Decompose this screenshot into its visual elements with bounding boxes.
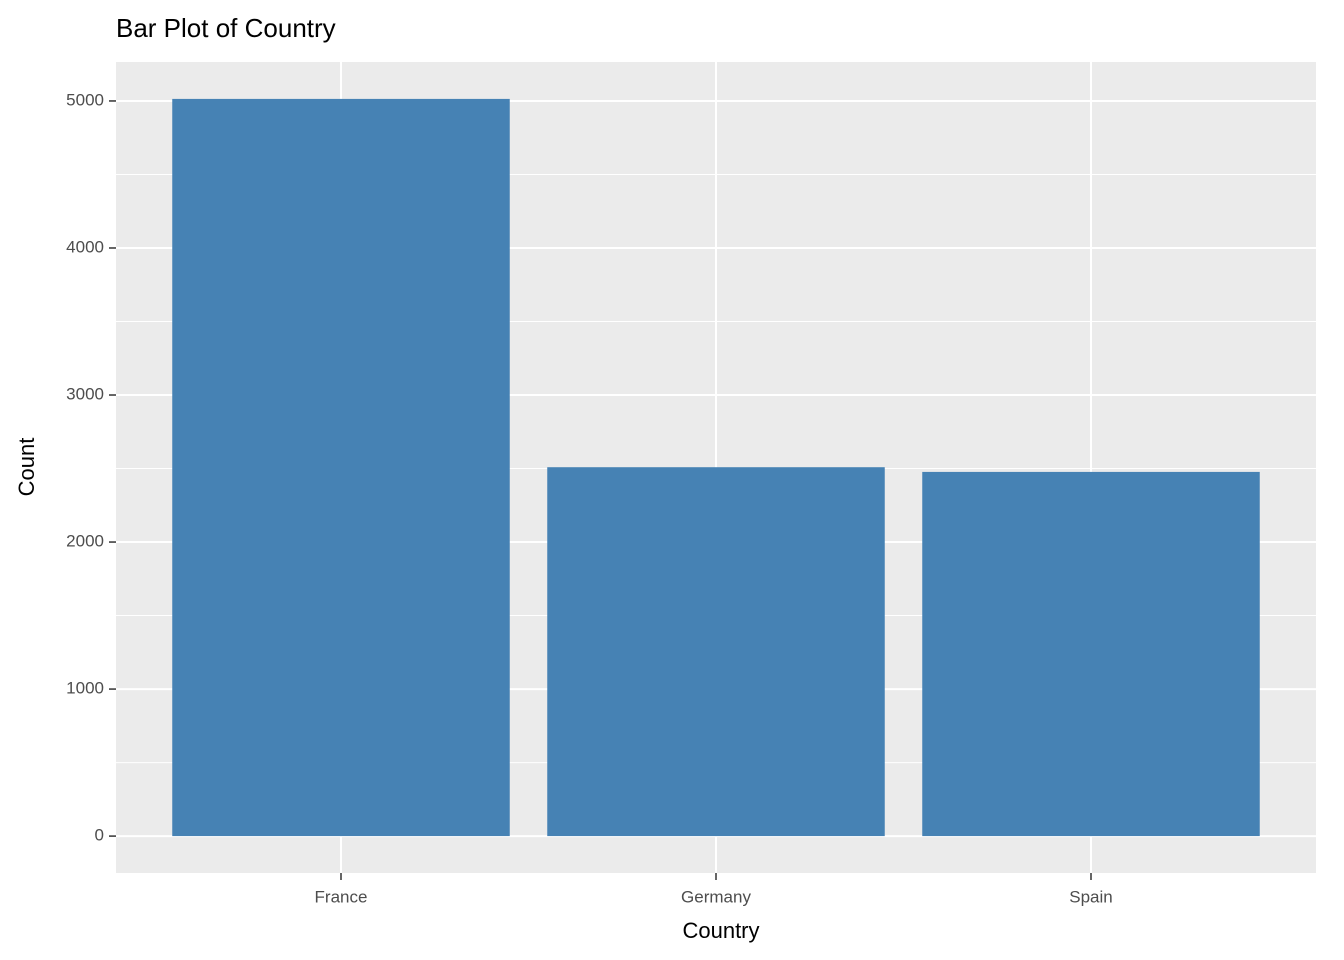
y-tick-label: 0	[95, 826, 104, 845]
y-tick-label: 4000	[66, 237, 104, 256]
y-tick-label: 3000	[66, 385, 104, 404]
chart-title: Bar Plot of Country	[116, 13, 336, 43]
x-tick-label: Germany	[681, 887, 751, 906]
bar	[547, 467, 885, 837]
y-tick-label: 5000	[66, 90, 104, 109]
bar	[922, 471, 1260, 837]
x-tick-label: France	[315, 887, 368, 906]
x-axis-title: Country	[682, 918, 759, 943]
y-tick-label: 2000	[66, 532, 104, 551]
bar	[172, 98, 510, 837]
y-axis-title: Count	[14, 438, 39, 497]
y-tick-label: 1000	[66, 679, 104, 698]
x-tick-label: Spain	[1069, 887, 1112, 906]
